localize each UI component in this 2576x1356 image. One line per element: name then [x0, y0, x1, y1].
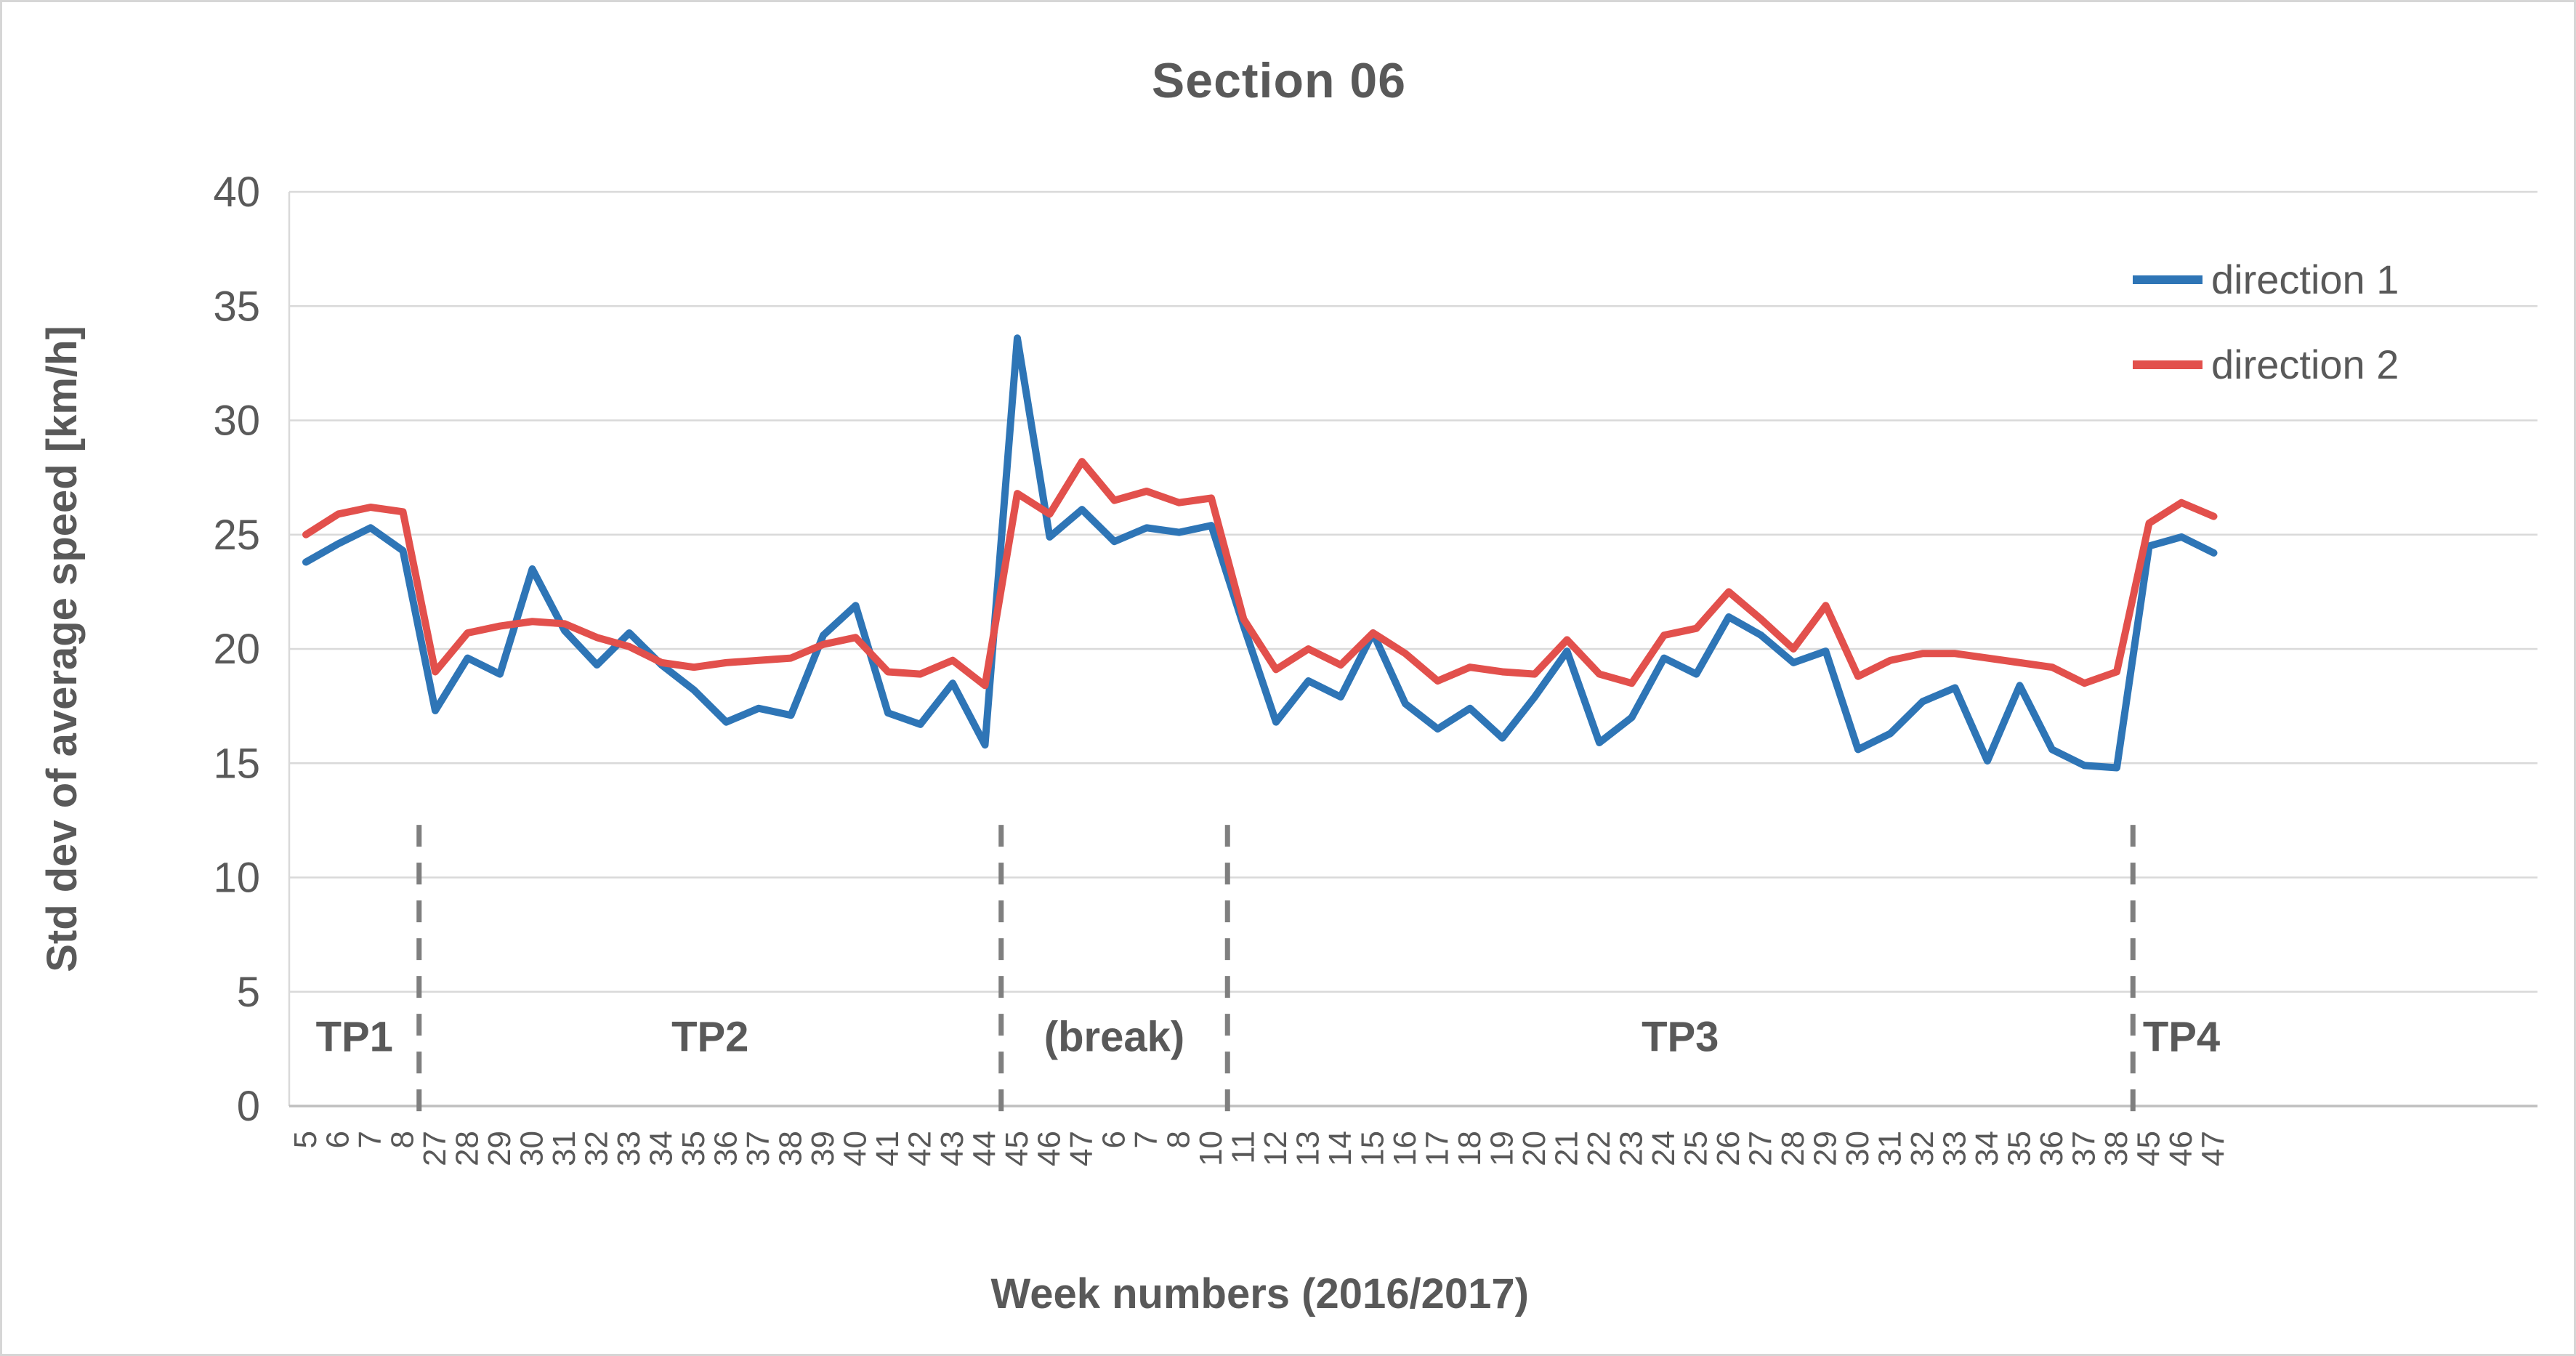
section-label-TP1: TP1: [316, 1014, 393, 1061]
x-tick-label: 11: [1226, 1131, 1261, 1164]
x-tick-label: 35: [2002, 1131, 2038, 1166]
section-label-TP2: TP2: [671, 1014, 748, 1061]
x-tick-label: 36: [2034, 1131, 2070, 1166]
x-tick-label: 31: [546, 1131, 582, 1166]
x-tick-label: 45: [999, 1131, 1035, 1166]
x-tick-label: 7: [1128, 1131, 1164, 1148]
x-tick-label: 41: [870, 1131, 905, 1166]
y-tick-label: 0: [237, 1083, 260, 1130]
x-tick-label: 5: [288, 1131, 323, 1148]
x-tick-label: 24: [1646, 1131, 1681, 1166]
section-label-break: (break): [1044, 1014, 1184, 1061]
x-tick-label: 18: [1452, 1131, 1487, 1166]
x-tick-label: 19: [1485, 1131, 1520, 1166]
chart-title: Section 06: [1151, 53, 1407, 108]
x-tick-label: 30: [1840, 1131, 1876, 1166]
legend-item-direction-2: direction 2: [2133, 341, 2399, 388]
x-axis-title: Week numbers (2016/2017): [991, 1270, 1529, 1317]
x-tick-label: 7: [352, 1131, 388, 1148]
x-tick-label: 34: [1969, 1131, 2005, 1166]
x-tick-label: 15: [1355, 1131, 1391, 1166]
x-tick-label: 35: [676, 1131, 711, 1166]
legend-label: direction 1: [2211, 257, 2399, 302]
x-tick-label: 32: [579, 1131, 615, 1166]
legend-swatch-direction-2: [2133, 360, 2202, 369]
x-tick-label: 44: [967, 1131, 1003, 1166]
x-tick-label: 27: [1743, 1131, 1779, 1166]
x-tick-label: 32: [1905, 1131, 1940, 1166]
legend: direction 1 direction 2: [2133, 256, 2399, 426]
x-tick-label: 6: [1097, 1131, 1132, 1148]
legend-label: direction 2: [2211, 342, 2399, 387]
x-tick-label: 25: [1679, 1131, 1714, 1166]
x-tick-label: 20: [1517, 1131, 1552, 1166]
x-tick-label: 17: [1420, 1131, 1455, 1166]
legend-swatch-direction-1: [2133, 275, 2202, 284]
x-tick-label: 33: [611, 1131, 647, 1166]
y-axis-title: Std dev of average speed [km/h]: [39, 326, 86, 972]
y-tick-label: 30: [213, 397, 260, 445]
section-label-TP4: TP4: [2143, 1014, 2220, 1061]
y-tick-label: 20: [213, 626, 260, 673]
x-tick-label: 30: [514, 1131, 550, 1166]
y-tick-label: 35: [213, 283, 260, 330]
x-tick-label: 46: [2163, 1131, 2199, 1166]
x-tick-label: 47: [1064, 1131, 1099, 1166]
x-tick-label: 38: [773, 1131, 809, 1166]
x-tick-label: 13: [1291, 1131, 1326, 1166]
x-tick-label: 45: [2131, 1131, 2167, 1166]
y-tick-label: 15: [213, 740, 260, 787]
x-tick-label: 31: [1873, 1131, 1908, 1166]
series-line-direction-1: [302, 334, 2218, 772]
x-tick-label: 28: [1775, 1131, 1811, 1166]
x-tick-label: 37: [2067, 1131, 2102, 1166]
y-tick-label: 10: [213, 855, 260, 902]
x-tick-label: 36: [708, 1131, 744, 1166]
x-tick-label: 38: [2099, 1131, 2134, 1166]
y-tick-label: 25: [213, 512, 260, 559]
x-tick-label: 28: [450, 1131, 485, 1166]
y-tick-label: 5: [237, 969, 260, 1016]
x-tick-label: 26: [1711, 1131, 1746, 1166]
x-tick-label: 21: [1549, 1131, 1585, 1166]
y-tick-label: 40: [213, 169, 260, 216]
x-tick-label: 29: [482, 1131, 517, 1166]
x-tick-label: 43: [934, 1131, 970, 1166]
x-tick-label: 16: [1387, 1131, 1423, 1166]
x-tick-label: 46: [1032, 1131, 1067, 1166]
x-tick-label: 27: [417, 1131, 453, 1166]
x-tick-label: 12: [1258, 1131, 1293, 1166]
x-tick-label: 23: [1614, 1131, 1650, 1166]
x-tick-label: 40: [838, 1131, 873, 1166]
x-tick-label: 34: [644, 1131, 679, 1166]
x-tick-label: 22: [1581, 1131, 1617, 1166]
x-tick-label: 29: [1808, 1131, 1844, 1166]
x-tick-label: 10: [1193, 1131, 1229, 1166]
x-tick-label: 42: [903, 1131, 938, 1166]
x-tick-label: 47: [2196, 1131, 2232, 1166]
section-label-TP3: TP3: [1642, 1014, 1719, 1061]
x-tick-label: 6: [320, 1131, 356, 1148]
series-line-direction-2: [302, 458, 2218, 690]
x-tick-label: 8: [385, 1131, 421, 1148]
x-tick-label: 8: [1161, 1131, 1197, 1148]
x-tick-label: 14: [1323, 1131, 1358, 1166]
x-tick-label: 33: [1937, 1131, 1973, 1166]
x-tick-label: 37: [740, 1131, 776, 1166]
x-tick-label: 39: [805, 1131, 841, 1166]
legend-item-direction-1: direction 1: [2133, 256, 2399, 303]
